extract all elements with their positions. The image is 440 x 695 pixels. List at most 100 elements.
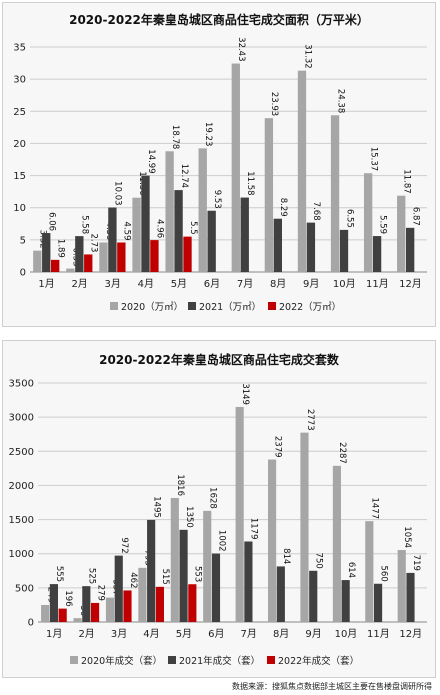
data-label: 1.89 bbox=[55, 239, 65, 258]
data-label: 1495 bbox=[151, 496, 161, 518]
bar bbox=[309, 570, 318, 622]
bar bbox=[91, 602, 100, 622]
data-label: 3149 bbox=[240, 383, 250, 405]
y-tick-label: 3500 bbox=[9, 379, 34, 390]
bar bbox=[147, 519, 156, 622]
bar bbox=[341, 580, 350, 622]
y-tick-label: 500 bbox=[15, 583, 34, 594]
bar bbox=[397, 550, 406, 622]
bar bbox=[267, 459, 277, 622]
legend-label: 2021年成交（套） bbox=[179, 655, 260, 667]
bar bbox=[114, 555, 123, 622]
data-label: 23.93 bbox=[269, 92, 279, 116]
data-label: 5.58 bbox=[80, 215, 90, 234]
bar bbox=[123, 590, 132, 622]
bar bbox=[332, 465, 341, 622]
data-label: 814 bbox=[281, 548, 291, 564]
x-tick-label: 2月 bbox=[78, 628, 94, 640]
bar bbox=[170, 497, 179, 622]
bar bbox=[84, 254, 93, 272]
area-chart-title: 2020-2022年秦皇岛城区商品住宅成交面积（万平米） bbox=[69, 13, 369, 27]
y-tick-label: 5 bbox=[20, 235, 26, 246]
x-tick-label: 6月 bbox=[208, 628, 224, 640]
bar bbox=[73, 618, 82, 622]
x-tick-label: 12月 bbox=[399, 628, 422, 640]
x-tick-label: 10月 bbox=[335, 628, 358, 640]
data-label: 7.68 bbox=[311, 202, 321, 221]
y-tick-label: 3000 bbox=[9, 413, 34, 424]
bar bbox=[306, 222, 316, 272]
data-label: 9.53 bbox=[212, 190, 222, 209]
bar bbox=[363, 173, 373, 272]
bar bbox=[117, 242, 126, 272]
bar bbox=[264, 118, 274, 273]
y-tick-label: 10 bbox=[13, 203, 26, 214]
bar bbox=[42, 233, 51, 272]
bar bbox=[155, 586, 164, 622]
data-label: 515 bbox=[160, 569, 170, 585]
legend-label: 2020年成交（套） bbox=[81, 655, 162, 667]
y-tick-label: 1500 bbox=[9, 515, 34, 526]
x-tick-label: 3月 bbox=[111, 628, 127, 640]
y-tick-label: 25 bbox=[13, 107, 26, 118]
y-tick-label: 35 bbox=[13, 43, 26, 54]
source-note: 数据来源：搜狐焦点数据部主城区主要在售楼盘调研所得 bbox=[232, 682, 432, 691]
area-chart-panel: 2020-2022年秦皇岛城区商品住宅成交面积（万平米） bbox=[2, 2, 436, 327]
data-label: 1477 bbox=[370, 498, 380, 520]
x-tick-label: 4月 bbox=[138, 278, 154, 290]
x-tick-label: 3月 bbox=[105, 278, 121, 290]
legend-label: 2022（万㎡） bbox=[279, 301, 341, 313]
bar bbox=[372, 236, 382, 272]
x-tick-label: 1月 bbox=[38, 278, 54, 290]
data-label: 15.37 bbox=[368, 147, 378, 171]
y-tick-label: 30 bbox=[13, 75, 26, 86]
bar bbox=[339, 229, 349, 272]
bar bbox=[132, 197, 141, 272]
data-label: 6.06 bbox=[47, 212, 57, 231]
data-label: 1179 bbox=[249, 518, 259, 540]
x-tick-label: 9月 bbox=[303, 278, 319, 290]
bar bbox=[203, 510, 212, 622]
bar bbox=[105, 597, 115, 622]
data-label: 1816 bbox=[175, 474, 185, 496]
x-tick-label: 12月 bbox=[399, 278, 422, 290]
bar bbox=[373, 583, 383, 622]
x-tick-label: 7月 bbox=[241, 628, 257, 640]
data-label: 1054 bbox=[402, 526, 412, 548]
legend-swatch bbox=[267, 656, 275, 664]
units-chart-title: 2020-2022年秦皇岛城区商品住宅成交套数 bbox=[99, 353, 339, 367]
bar bbox=[82, 586, 91, 622]
bar bbox=[405, 227, 415, 272]
legend-label: 2022年成交（套） bbox=[278, 655, 359, 667]
data-label: 11.58 bbox=[245, 171, 255, 195]
data-label: 10.03 bbox=[113, 181, 123, 205]
bar bbox=[49, 584, 58, 622]
legend-label: 2020（万㎡） bbox=[121, 301, 183, 313]
x-tick-label: 4月 bbox=[143, 628, 159, 640]
data-label: 18.78 bbox=[170, 125, 180, 149]
data-label: 11.87 bbox=[402, 169, 412, 193]
y-tick-label: 1000 bbox=[9, 549, 34, 560]
data-label: 12.74 bbox=[179, 164, 189, 188]
data-label: 196 bbox=[63, 590, 73, 606]
legend-swatch bbox=[168, 656, 176, 664]
bar bbox=[108, 207, 117, 272]
x-tick-label: 2月 bbox=[71, 278, 87, 290]
bar bbox=[183, 236, 192, 272]
bar bbox=[66, 268, 75, 272]
bar bbox=[406, 572, 415, 622]
bar bbox=[300, 432, 309, 622]
data-label: 5.5 bbox=[188, 221, 198, 235]
bar bbox=[179, 529, 188, 622]
bar bbox=[174, 190, 183, 272]
x-tick-label: 10月 bbox=[333, 278, 356, 290]
legend-swatch bbox=[70, 656, 78, 664]
bar bbox=[397, 195, 406, 272]
x-tick-label: 9月 bbox=[305, 628, 321, 640]
data-label: 4.96 bbox=[155, 219, 165, 238]
data-label: 553 bbox=[193, 566, 203, 582]
y-tick-label: 2000 bbox=[9, 481, 34, 492]
legend-swatch bbox=[188, 302, 196, 310]
data-label: 8.29 bbox=[278, 198, 288, 217]
